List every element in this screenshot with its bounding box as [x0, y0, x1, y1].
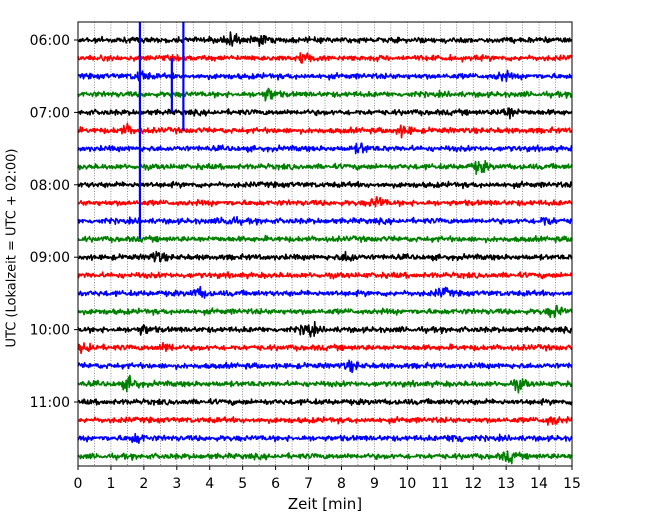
trace-0915	[77, 271, 573, 280]
trace-1045	[77, 374, 573, 394]
trace-0945	[77, 304, 573, 319]
spike-events	[138, 22, 185, 240]
y-axis-label: UTC (Lokalzeit = UTC + 02:00)	[5, 149, 20, 348]
trace-1015	[77, 341, 573, 355]
x-tick-label: 8	[337, 476, 346, 492]
trace-0615	[77, 52, 573, 64]
y-tick-label: 06:00	[30, 33, 70, 49]
trace-1030	[77, 359, 573, 374]
trace-0815	[77, 196, 573, 208]
x-tick-label: 3	[172, 476, 181, 492]
trace-1115	[77, 415, 573, 426]
x-tick-label: 14	[530, 476, 548, 492]
trace-1100	[77, 397, 573, 407]
x-tick-label: 5	[238, 476, 247, 492]
trace-1145	[77, 450, 573, 465]
y-tick-label: 08:00	[30, 178, 70, 194]
trace-0830	[77, 215, 573, 226]
trace-0800	[77, 180, 573, 190]
x-tick-label: 10	[398, 476, 416, 492]
trace-rows	[77, 31, 573, 465]
x-tick-label: 0	[74, 476, 83, 492]
x-tick-label: 9	[370, 476, 379, 492]
x-tick-label: 6	[271, 476, 280, 492]
trace-0700	[77, 107, 573, 120]
plot-frame	[77, 21, 573, 467]
trace-0900	[77, 250, 573, 263]
y-tick-label: 10:00	[30, 323, 70, 339]
trace-0745	[77, 159, 573, 176]
grid-lines	[94, 22, 556, 466]
trace-0645	[77, 87, 573, 102]
trace-0845	[77, 234, 573, 244]
x-tick-label: 4	[205, 476, 214, 492]
x-tick-label: 13	[497, 476, 515, 492]
x-tick-label: 2	[139, 476, 148, 492]
trace-0715	[77, 122, 573, 139]
x-tick-label: 15	[563, 476, 581, 492]
x-axis-ticks: 0 1 2 3 4 5 6 7 8 9 10 11 12 13 14 15	[74, 466, 581, 492]
trace-0730	[77, 142, 573, 155]
y-axis-ticks: 06:00 07:00 08:00 09:00 10:00 11:00	[30, 33, 78, 411]
x-tick-label: 1	[106, 476, 115, 492]
trace-1130	[77, 432, 573, 445]
x-tick-label: 7	[304, 476, 313, 492]
trace-0630	[77, 69, 573, 83]
y-tick-label: 11:00	[30, 395, 70, 411]
trace-0600	[77, 31, 573, 48]
x-axis-label: Zeit [min]	[288, 495, 362, 513]
y-tick-label: 07:00	[30, 105, 70, 121]
trace-0930	[77, 285, 573, 299]
trace-1000	[77, 320, 573, 338]
y-tick-label: 09:00	[30, 250, 70, 266]
x-tick-label: 11	[431, 476, 449, 492]
x-tick-label: 12	[464, 476, 482, 492]
